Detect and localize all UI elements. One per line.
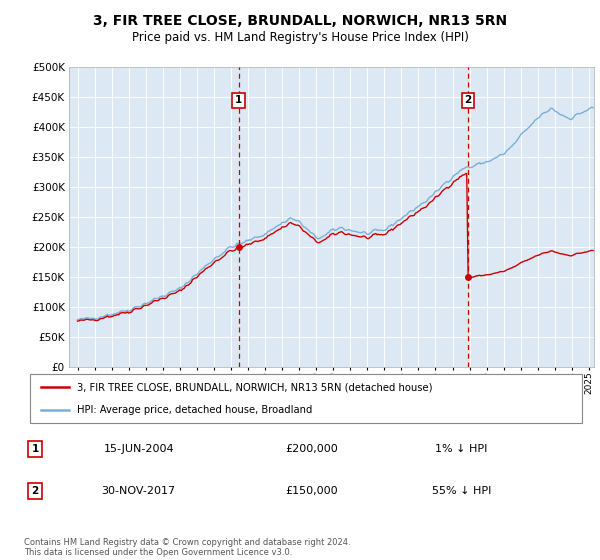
Text: £200,000: £200,000: [285, 444, 338, 454]
Text: 1% ↓ HPI: 1% ↓ HPI: [435, 444, 487, 454]
Text: 2: 2: [31, 486, 38, 496]
Text: Contains HM Land Registry data © Crown copyright and database right 2024.
This d: Contains HM Land Registry data © Crown c…: [24, 538, 350, 557]
Text: Price paid vs. HM Land Registry's House Price Index (HPI): Price paid vs. HM Land Registry's House …: [131, 31, 469, 44]
Text: 55% ↓ HPI: 55% ↓ HPI: [431, 486, 491, 496]
Text: 1: 1: [235, 95, 242, 105]
Text: 3, FIR TREE CLOSE, BRUNDALL, NORWICH, NR13 5RN: 3, FIR TREE CLOSE, BRUNDALL, NORWICH, NR…: [93, 14, 507, 28]
Text: 30-NOV-2017: 30-NOV-2017: [101, 486, 176, 496]
Text: 3, FIR TREE CLOSE, BRUNDALL, NORWICH, NR13 5RN (detached house): 3, FIR TREE CLOSE, BRUNDALL, NORWICH, NR…: [77, 382, 433, 393]
Text: £150,000: £150,000: [285, 486, 338, 496]
Text: HPI: Average price, detached house, Broadland: HPI: Average price, detached house, Broa…: [77, 405, 312, 415]
Text: 2: 2: [464, 95, 472, 105]
Text: 1: 1: [31, 444, 38, 454]
Text: 15-JUN-2004: 15-JUN-2004: [103, 444, 174, 454]
